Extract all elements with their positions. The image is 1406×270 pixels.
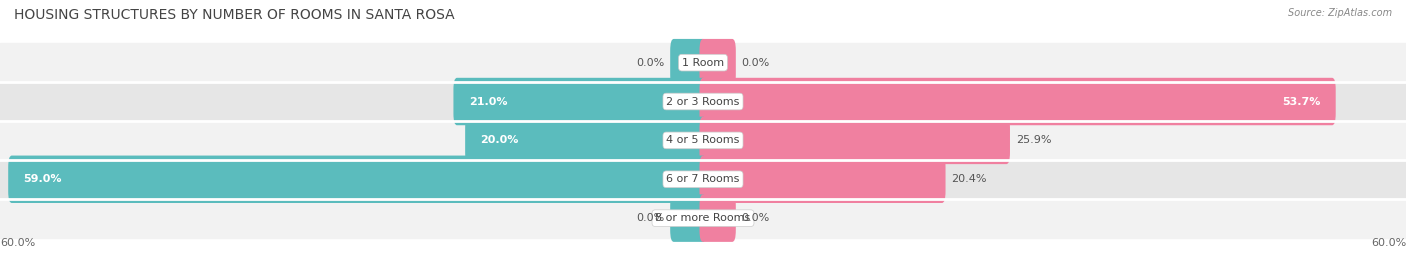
Text: 2 or 3 Rooms: 2 or 3 Rooms [666,96,740,107]
Text: 25.9%: 25.9% [1015,135,1052,146]
Text: 4 or 5 Rooms: 4 or 5 Rooms [666,135,740,146]
Text: 0.0%: 0.0% [742,213,770,223]
Text: 6 or 7 Rooms: 6 or 7 Rooms [666,174,740,184]
FancyBboxPatch shape [700,156,945,203]
FancyBboxPatch shape [700,194,735,242]
FancyBboxPatch shape [671,39,707,86]
Text: 20.4%: 20.4% [952,174,987,184]
FancyBboxPatch shape [700,39,735,86]
FancyBboxPatch shape [700,117,1010,164]
FancyBboxPatch shape [453,78,707,125]
Bar [0,160,1406,199]
FancyBboxPatch shape [700,78,1336,125]
Text: 0.0%: 0.0% [742,58,770,68]
Text: HOUSING STRUCTURES BY NUMBER OF ROOMS IN SANTA ROSA: HOUSING STRUCTURES BY NUMBER OF ROOMS IN… [14,8,454,22]
Text: 0.0%: 0.0% [636,58,665,68]
FancyBboxPatch shape [8,156,707,203]
Text: 60.0%: 60.0% [1371,238,1406,248]
Bar [0,121,1406,160]
Text: 1 Room: 1 Room [682,58,724,68]
Text: 59.0%: 59.0% [24,174,62,184]
Text: 53.7%: 53.7% [1282,96,1320,107]
Text: 0.0%: 0.0% [636,213,665,223]
Text: 20.0%: 20.0% [481,135,519,146]
FancyBboxPatch shape [671,194,707,242]
Bar [0,199,1406,238]
Text: 60.0%: 60.0% [0,238,35,248]
Bar [0,43,1406,82]
FancyBboxPatch shape [465,117,707,164]
Bar [0,82,1406,121]
Text: Source: ZipAtlas.com: Source: ZipAtlas.com [1288,8,1392,18]
Text: 8 or more Rooms: 8 or more Rooms [655,213,751,223]
Text: 21.0%: 21.0% [468,96,508,107]
